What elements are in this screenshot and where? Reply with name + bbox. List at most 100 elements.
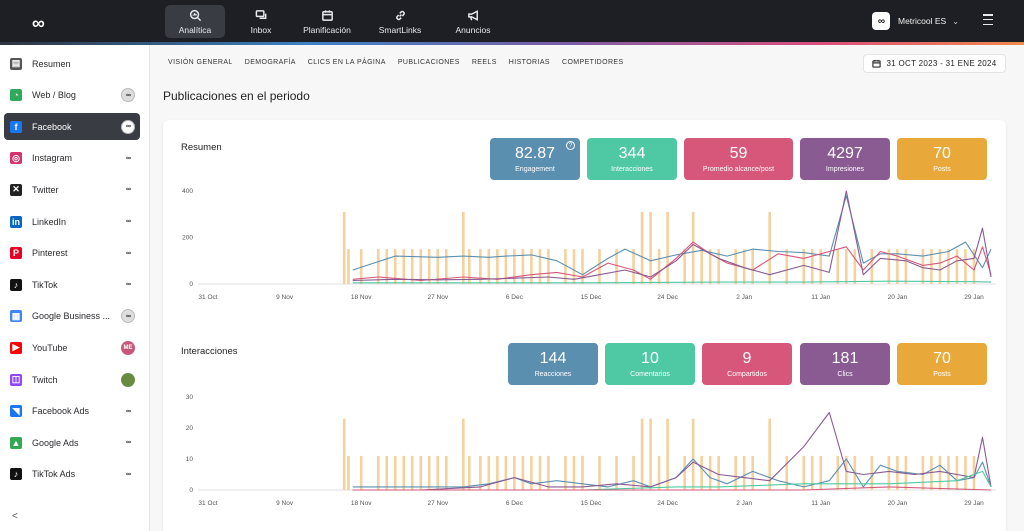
post-bar[interactable]: [896, 249, 899, 284]
post-bar[interactable]: [734, 455, 737, 490]
post-bar[interactable]: [496, 455, 499, 490]
post-bar[interactable]: [410, 249, 414, 284]
tab-competidores[interactable]: COMPETIDORES: [561, 59, 624, 66]
post-bar[interactable]: [436, 249, 440, 284]
post-bar[interactable]: [802, 455, 806, 490]
post-bar[interactable]: [887, 249, 891, 284]
post-bar[interactable]: [342, 418, 346, 490]
series-line[interactable]: [352, 411, 992, 491]
post-bar[interactable]: [708, 455, 712, 490]
kpi-reacciones[interactable]: 144 Reacciones: [508, 343, 598, 385]
post-bar[interactable]: [751, 455, 754, 490]
post-bar[interactable]: [666, 211, 669, 284]
post-bar[interactable]: [742, 455, 746, 490]
sidebar-item-pinterest[interactable]: P Pinterest ∞: [4, 240, 140, 267]
menu-icon[interactable]: [983, 14, 993, 25]
post-bar[interactable]: [538, 249, 542, 284]
post-bar[interactable]: [342, 211, 346, 284]
post-bar[interactable]: [964, 249, 967, 284]
series-line[interactable]: [352, 195, 992, 276]
post-bar[interactable]: [402, 455, 406, 490]
connected-status-icon[interactable]: ∞: [121, 88, 135, 103]
post-bar[interactable]: [376, 249, 380, 284]
nav-analytics[interactable]: Analítica: [165, 5, 225, 38]
post-bar[interactable]: [530, 249, 533, 284]
post-bar[interactable]: [598, 249, 601, 284]
post-bar[interactable]: [598, 455, 601, 490]
post-bar[interactable]: [359, 455, 363, 490]
post-bar[interactable]: [810, 249, 814, 284]
kpi-posts[interactable]: 70 Posts: [897, 343, 987, 385]
post-bar[interactable]: [845, 455, 848, 490]
post-bar[interactable]: [385, 249, 389, 284]
post-bar[interactable]: [930, 249, 933, 284]
post-bar[interactable]: [972, 249, 976, 284]
post-bar[interactable]: [742, 249, 746, 284]
post-bar[interactable]: [691, 418, 695, 490]
kpi-clics[interactable]: 181 Clics: [800, 343, 890, 385]
nav-planning[interactable]: Planificación: [297, 5, 357, 38]
post-bar[interactable]: [845, 249, 848, 284]
connect-link-icon[interactable]: ∞: [126, 407, 131, 415]
sidebar-item-instagram[interactable]: ◎ Instagram ∞: [4, 145, 140, 172]
sidebar-item-google-ads[interactable]: ▲ Google Ads ∞: [4, 429, 140, 456]
post-bar[interactable]: [717, 455, 720, 490]
post-bar[interactable]: [938, 455, 942, 490]
sidebar-item-facebook-ads[interactable]: ◥ Facebook Ads ∞: [4, 398, 140, 425]
post-bar[interactable]: [513, 249, 516, 284]
post-bar[interactable]: [419, 249, 423, 284]
post-bar[interactable]: [853, 249, 857, 284]
kpi-impresiones[interactable]: 4297 Impresiones: [800, 138, 890, 180]
post-bar[interactable]: [700, 455, 703, 490]
kpi-promedio-alcance-post[interactable]: 59 Promedio alcance/post: [684, 138, 793, 180]
series-line[interactable]: [352, 486, 992, 491]
post-bar[interactable]: [904, 249, 908, 284]
post-bar[interactable]: [564, 249, 567, 284]
post-bar[interactable]: [640, 418, 644, 490]
metricool-logo[interactable]: ∞: [32, 13, 45, 33]
post-bar[interactable]: [479, 455, 482, 490]
post-bar[interactable]: [347, 455, 350, 490]
post-bar[interactable]: [445, 455, 448, 490]
collapse-sidebar-icon[interactable]: <: [12, 511, 18, 522]
post-bar[interactable]: [810, 455, 814, 490]
post-bar[interactable]: [955, 249, 959, 284]
post-bar[interactable]: [657, 249, 661, 284]
post-bar[interactable]: [921, 249, 925, 284]
tab-publicaciones[interactable]: PUBLICACIONES: [397, 59, 460, 66]
connect-link-icon[interactable]: ∞: [126, 249, 131, 257]
post-bar[interactable]: [972, 455, 976, 490]
post-bar[interactable]: [513, 455, 516, 490]
post-bar[interactable]: [572, 455, 576, 490]
post-bar[interactable]: [393, 455, 397, 490]
sidebar-item-tiktok-ads[interactable]: ♪ TikTok Ads ∞: [4, 461, 140, 488]
kpi-interacciones[interactable]: 344 Interacciones: [587, 138, 677, 180]
post-bar[interactable]: [359, 249, 363, 284]
connected-status-icon[interactable]: ∞: [121, 119, 135, 134]
post-bar[interactable]: [632, 455, 635, 490]
post-bar[interactable]: [530, 455, 533, 490]
connect-link-icon[interactable]: ∞: [126, 470, 131, 478]
post-bar[interactable]: [802, 249, 806, 284]
account-avatar[interactable]: ME: [121, 340, 135, 355]
series-line[interactable]: [352, 241, 992, 282]
series-line[interactable]: [352, 280, 992, 284]
nav-smartlinks[interactable]: SmartLinks: [363, 5, 437, 38]
series-line[interactable]: [352, 458, 992, 488]
post-bar[interactable]: [938, 249, 942, 284]
post-bar[interactable]: [632, 249, 635, 284]
sidebar-item-resumen[interactable]: ▤ Resumen: [4, 50, 140, 77]
sidebar-item-youtube[interactable]: ▶ YouTube ME: [4, 334, 140, 361]
connect-link-icon[interactable]: ∞: [126, 186, 131, 194]
post-bar[interactable]: [691, 211, 695, 284]
post-bar[interactable]: [836, 249, 840, 284]
post-bar[interactable]: [887, 455, 891, 490]
tab-historias[interactable]: HISTORIAS: [508, 59, 550, 66]
post-bar[interactable]: [768, 418, 772, 490]
post-bar[interactable]: [785, 455, 789, 490]
post-bar[interactable]: [683, 455, 686, 490]
sidebar-item-linkedin[interactable]: in LinkedIn ∞: [4, 208, 140, 235]
post-bar[interactable]: [547, 455, 550, 490]
nav-ads[interactable]: Anuncios: [443, 5, 503, 38]
post-bar[interactable]: [410, 455, 414, 490]
